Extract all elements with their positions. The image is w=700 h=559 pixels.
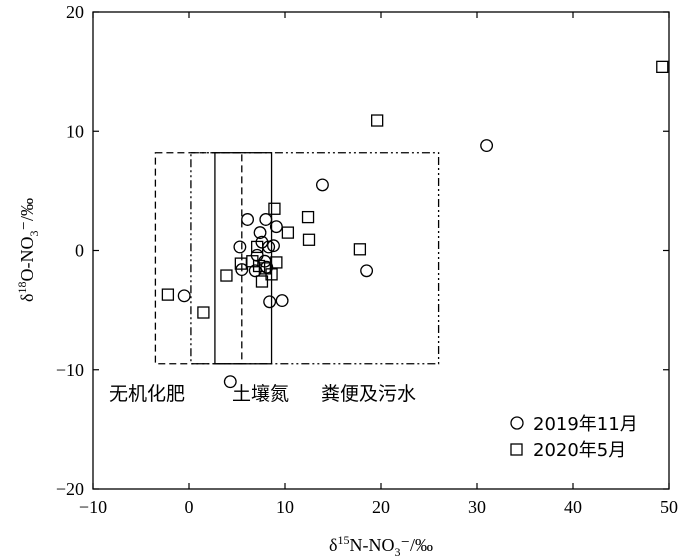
point-2019-11 bbox=[480, 139, 494, 153]
point-2020-5 bbox=[246, 255, 259, 268]
point-2019-11 bbox=[269, 220, 283, 234]
x-tick-label: 50 bbox=[660, 497, 678, 517]
x-tick-label: 40 bbox=[564, 497, 582, 517]
point-2020-5 bbox=[281, 226, 295, 239]
y-tick-label: 0 bbox=[75, 241, 84, 261]
x-tick-label: 10 bbox=[276, 497, 294, 517]
x-tick-label: 0 bbox=[185, 497, 194, 517]
point-2020-5 bbox=[265, 268, 278, 281]
point-2019-11 bbox=[260, 260, 274, 274]
point-2020-5 bbox=[220, 269, 233, 282]
point-2019-11 bbox=[241, 213, 255, 226]
region-label-fertilizer: 无机化肥 bbox=[109, 383, 185, 405]
y-tick-label: 10 bbox=[66, 121, 84, 141]
point-2019-11 bbox=[275, 294, 289, 308]
data-points bbox=[161, 60, 669, 389]
y-tick-label: −10 bbox=[56, 360, 84, 380]
point-2020-5 bbox=[268, 202, 281, 215]
point-2020-5 bbox=[353, 243, 367, 256]
legend-circle-marker bbox=[510, 416, 524, 430]
point-2020-5 bbox=[371, 114, 384, 127]
point-2019-11 bbox=[360, 264, 374, 278]
region-label-soil-nitrogen: 土壤氮 bbox=[232, 383, 289, 405]
x-tick-label: 30 bbox=[468, 497, 486, 517]
y-tick-label: 20 bbox=[66, 2, 84, 22]
point-2019-11 bbox=[233, 240, 247, 254]
x-tick-label: −10 bbox=[79, 497, 107, 517]
legend: 2019年11月 2020年5月 bbox=[510, 414, 638, 461]
point-2019-11 bbox=[253, 226, 267, 240]
legend-label-2019-11: 2019年11月 bbox=[533, 414, 638, 435]
point-2020-5 bbox=[197, 306, 210, 319]
point-2019-11 bbox=[177, 289, 191, 303]
point-2019-11 bbox=[255, 235, 269, 249]
region-label-manure-sewage: 粪便及污水 bbox=[321, 383, 416, 405]
source-regions bbox=[154, 152, 440, 365]
region-box-fertilizer bbox=[154, 152, 243, 365]
point-2019-11 bbox=[248, 264, 262, 278]
point-2020-5 bbox=[301, 210, 315, 224]
y-tick-label: −20 bbox=[56, 479, 84, 499]
x-axis-label: δ15N-NO3⁻/‰ bbox=[329, 533, 433, 559]
x-tick-label: 20 bbox=[372, 497, 390, 517]
legend-label-2020-5: 2020年5月 bbox=[533, 440, 626, 461]
y-axis-label: δ18O-NO3⁻/‰ bbox=[15, 198, 41, 302]
point-2020-5 bbox=[302, 233, 316, 246]
point-2019-11 bbox=[267, 239, 280, 253]
point-2019-11 bbox=[223, 375, 237, 389]
point-2020-5 bbox=[251, 240, 264, 254]
point-2020-5 bbox=[161, 288, 175, 301]
point-2019-11 bbox=[259, 213, 273, 226]
point-2019-11 bbox=[315, 178, 329, 192]
point-2020-5 bbox=[656, 60, 669, 74]
point-2020-5 bbox=[270, 256, 283, 269]
point-2019-11 bbox=[263, 295, 277, 309]
legend-square-marker bbox=[510, 443, 523, 456]
point-2020-5 bbox=[255, 275, 269, 288]
region-box-manure-sewage bbox=[190, 152, 440, 365]
